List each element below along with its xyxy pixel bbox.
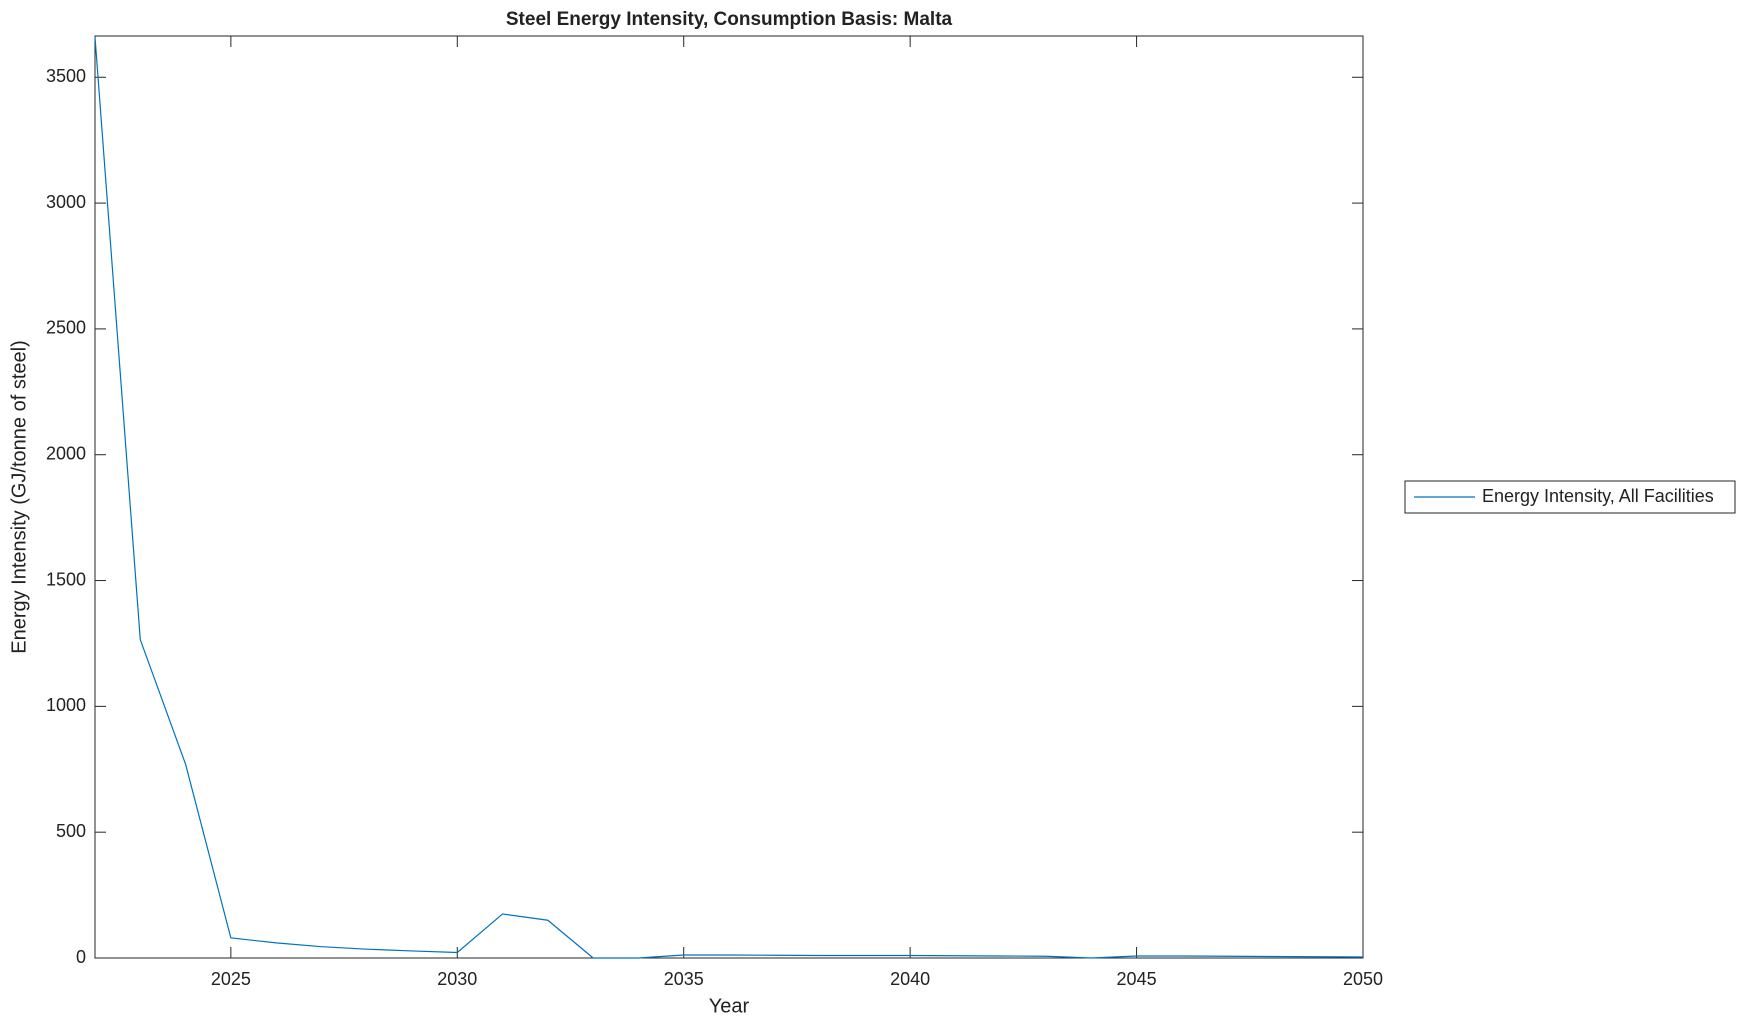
x-axis-label: Year	[709, 995, 750, 1017]
y-tick-label: 1500	[46, 569, 86, 589]
x-tick-label: 2045	[1117, 969, 1157, 989]
y-tick-label: 3500	[46, 66, 86, 86]
x-tick-label: 2040	[890, 969, 930, 989]
chart-title: Steel Energy Intensity, Consumption Basi…	[506, 9, 953, 30]
plot-frame	[94, 35, 1364, 959]
legend-label: Energy Intensity, All Facilities	[1482, 486, 1714, 506]
y-tick-label: 0	[76, 947, 86, 967]
y-tick-label: 2500	[46, 318, 86, 338]
x-tick-label: 2050	[1343, 969, 1383, 989]
y-tick-label: 2000	[46, 443, 86, 463]
x-tick-label: 2025	[211, 969, 251, 989]
y-tick-label: 3000	[46, 192, 86, 212]
y-tick-label: 1000	[46, 695, 86, 715]
y-axis-label: Energy Intensity (GJ/tonne of steel)	[8, 340, 30, 654]
y-tick-label: 500	[56, 821, 86, 841]
x-tick-label: 2035	[664, 969, 704, 989]
data-line	[94, 36, 1364, 959]
x-tick-label: 2030	[437, 969, 477, 989]
